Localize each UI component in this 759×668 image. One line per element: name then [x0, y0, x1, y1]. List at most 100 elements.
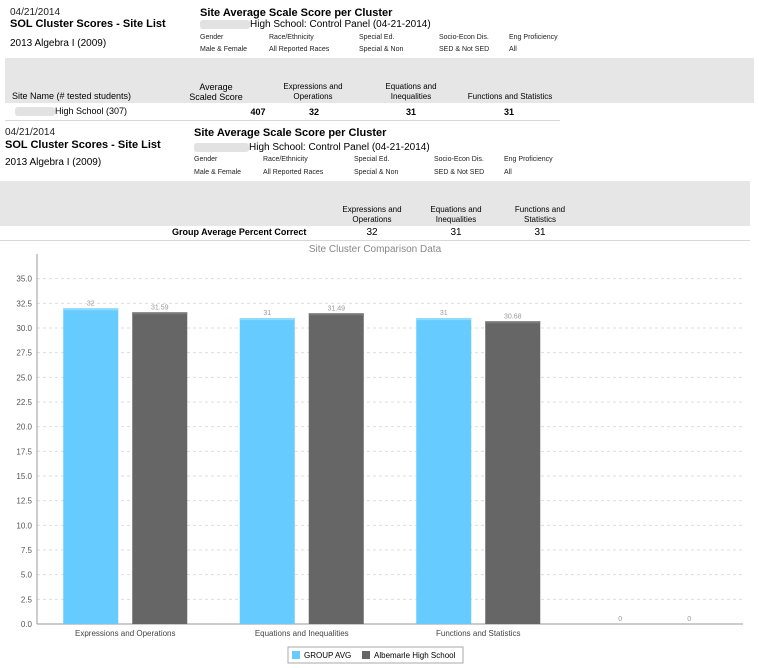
x-tick-label: Equations and Inequalities — [255, 629, 349, 638]
report1-row-expr: 32 — [308, 107, 319, 117]
y-tick-label: 12.5 — [16, 497, 32, 506]
report2-panel-title: Site Average Scale Score per Cluster — [194, 127, 387, 139]
col-average-line1: Average — [199, 82, 233, 92]
data-label: 30.68 — [504, 313, 522, 320]
y-tick-label: 25.0 — [16, 373, 32, 382]
y-tick-label: 7.5 — [21, 546, 33, 555]
filter-label: Race/Ethnicity — [263, 156, 308, 163]
col-equations-line2: Inequalities — [390, 92, 432, 101]
filter-value: All Reported Races — [263, 169, 324, 176]
x-tick-label: Expressions and Operations — [75, 629, 176, 638]
bar-highlight — [132, 312, 188, 315]
divider — [5, 120, 560, 121]
col-equations-line1: Equations and — [385, 82, 437, 91]
report2-row-expr: 32 — [366, 227, 378, 238]
col-expressions-line2: Operations — [352, 215, 392, 224]
data-label: 31.49 — [327, 305, 345, 312]
y-tick-label: 27.5 — [16, 349, 32, 358]
report1-row-site-text: High School (307) — [55, 106, 128, 116]
report2-title: SOL Cluster Scores - Site List — [5, 139, 161, 151]
divider — [0, 240, 750, 241]
filter-label: Socio-Econ Dis. — [439, 34, 489, 41]
report2-panel-sub: High School: Control Panel (04-21-2014) — [194, 142, 430, 153]
report1-row-site: High School (307) — [15, 106, 128, 117]
data-label: 0 — [618, 616, 622, 623]
col-functions-line2: Statistics — [523, 215, 556, 224]
data-label: 31.59 — [151, 304, 169, 311]
redacted-school-name — [200, 19, 250, 29]
chart-title: Site Cluster Comparison Data — [309, 244, 442, 255]
report1-row-func: 31 — [503, 107, 514, 117]
filter-label: Special Ed. — [354, 156, 390, 163]
legend-item[interactable]: Albemarle High School — [374, 651, 456, 660]
x-tick-label: Functions and Statistics — [436, 629, 520, 638]
report2-row-func: 31 — [534, 227, 546, 238]
bar-highlight — [63, 308, 119, 311]
filter-value: SED & Not SED — [434, 169, 485, 176]
legend-item[interactable]: GROUP AVG — [304, 651, 351, 660]
col-average-line2: Scaled Score — [189, 92, 243, 102]
filter-value: Male & Female — [200, 46, 248, 53]
y-tick-label: 35.0 — [16, 275, 32, 284]
bar-group-avg — [416, 318, 472, 624]
col-expressions: Expressions and Operations — [330, 205, 414, 225]
data-label: 31 — [263, 310, 271, 317]
report1-row-eq: 31 — [405, 107, 416, 117]
report1-panel-title: Site Average Scale Score per Cluster — [200, 7, 393, 19]
bar-highlight — [308, 313, 364, 316]
redacted-school-name — [15, 107, 55, 117]
redacted-school-name — [194, 142, 249, 152]
col-site-name: Site Name (# tested students) — [12, 91, 132, 101]
y-tick-label: 20.0 — [16, 423, 32, 432]
data-label: 0 — [687, 616, 691, 623]
bar-group-avg — [239, 318, 295, 624]
filter-label: Socio-Econ Dis. — [434, 156, 484, 163]
legend-swatch — [362, 651, 370, 659]
report2-subtitle: 2013 Algebra I (2009) — [5, 157, 102, 168]
filter-value: Special & Non — [354, 169, 399, 176]
filter-label: Gender — [200, 34, 224, 41]
report1-row-avg: 407 — [250, 107, 266, 117]
col-equations-line1: Equations and — [430, 205, 482, 214]
data-label: 32 — [87, 300, 95, 307]
y-tick-label: 10.0 — [16, 521, 32, 530]
filter-label: Eng Proficiency — [509, 34, 558, 41]
report1-panel-sub-text: High School: Control Panel (04-21-2014) — [250, 19, 431, 30]
data-label: 31 — [440, 310, 448, 317]
bar-site — [308, 313, 364, 624]
filter-label: Eng Proficiency — [504, 156, 553, 163]
filter-value: Special & Non — [359, 46, 404, 53]
y-tick-label: 5.0 — [21, 571, 33, 580]
report1-date: 04/21/2014 — [10, 7, 61, 18]
col-expressions: Expressions and Operations — [270, 82, 356, 102]
report1-panel-sub: High School: Control Panel (04-21-2014) — [200, 19, 431, 30]
bar-site — [485, 321, 541, 624]
filter-value: Male & Female — [194, 169, 242, 176]
y-tick-label: 30.0 — [16, 324, 32, 333]
col-equations: Equations and Inequalities — [414, 205, 498, 225]
filter-value: SED & Not SED — [439, 46, 490, 53]
y-tick-label: 17.5 — [16, 447, 32, 456]
filter-value: All — [504, 169, 512, 176]
bar-site — [132, 312, 188, 624]
bar-group-avg — [63, 308, 119, 624]
col-functions: Functions and Statistics — [498, 205, 582, 225]
filter-value: All Reported Races — [269, 46, 330, 53]
report1-subtitle: 2013 Algebra I (2009) — [10, 38, 107, 49]
report1-title: SOL Cluster Scores - Site List — [10, 18, 166, 30]
filter-value: All — [509, 46, 517, 53]
col-average: Average Scaled Score — [188, 82, 244, 102]
col-expressions-line1: Expressions and — [283, 82, 343, 91]
report2-row-eq: 31 — [450, 227, 462, 238]
filter-label: Race/Ethnicity — [269, 34, 314, 41]
report2-table-header — [0, 181, 750, 226]
col-expressions-line1: Expressions and — [342, 205, 402, 214]
y-tick-label: 0.0 — [21, 620, 33, 629]
col-equations-line2: Inequalities — [435, 215, 477, 224]
filter-label: Gender — [194, 156, 218, 163]
legend-box — [287, 646, 464, 664]
y-tick-label: 32.5 — [16, 299, 32, 308]
chart-legend: GROUP AVG Albemarle High School — [287, 646, 464, 664]
col-expressions-line2: Operations — [293, 92, 333, 101]
col-equations: Equations and Inequalities — [368, 82, 454, 102]
